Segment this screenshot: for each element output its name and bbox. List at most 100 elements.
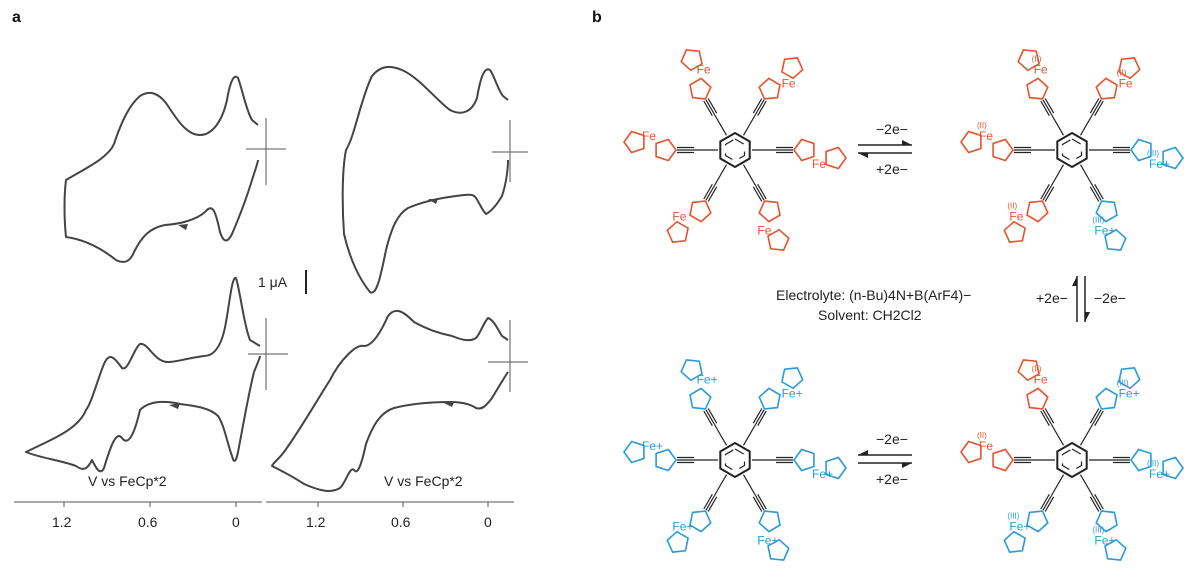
cp-ring — [1026, 77, 1049, 100]
cv-bottom-right: V vs FeCp*2 — [271, 309, 528, 492]
arrowhead — [858, 153, 868, 158]
alkyne-arm — [1089, 456, 1130, 464]
fe-label: Fe+ — [642, 439, 663, 453]
arrow-label-upper: −2e− — [876, 121, 908, 137]
oxidation-state-label: (III) — [1007, 512, 1019, 521]
cp-ring — [1117, 367, 1141, 390]
alkyne-arm — [1040, 98, 1065, 136]
cp-ring — [1162, 146, 1184, 170]
benzene-ring — [1056, 131, 1088, 169]
tick-label: 1.2 — [52, 514, 72, 530]
scale-bar-label: 1 μA — [258, 274, 288, 290]
cv-bottom-left: V vs FeCp*2 — [25, 276, 288, 489]
cp-ring — [1017, 359, 1040, 382]
alkyne-arm — [1014, 456, 1055, 464]
cp-ring — [680, 49, 703, 72]
oxidation-state-label: (II) — [1032, 364, 1042, 373]
cv-trace — [271, 309, 509, 492]
cp-ring — [680, 359, 703, 382]
tick-label: 0.6 — [138, 514, 158, 530]
oxidation-state-label: (III) — [1092, 526, 1104, 535]
x-axis-left: 1.2 0.6 0 — [14, 501, 262, 530]
cp-ring — [1162, 456, 1184, 480]
cp-ring — [1095, 387, 1118, 410]
ferrocene-unit: Fe+(III) — [1092, 510, 1127, 561]
arrowhead — [902, 463, 912, 468]
ferrocene-unit: Fe — [680, 49, 712, 100]
ferrocene-unit: Fe+ — [757, 510, 790, 561]
cp-ring — [825, 146, 847, 170]
cp-ring — [1130, 448, 1152, 472]
alkyne-arm — [1014, 146, 1055, 154]
fe-label: Fe+ — [1149, 157, 1170, 171]
fe-label: Fe+ — [697, 372, 718, 386]
arrow-label-right: −2e− — [1094, 290, 1126, 306]
fe-label: Fe — [757, 224, 771, 238]
ferrocene-unit: Fe+ — [623, 439, 677, 472]
benzene-ring — [719, 441, 751, 479]
ferrocene-unit: Fe+ — [680, 359, 718, 410]
alkyne-arm — [703, 164, 728, 202]
equilibrium-top: −2e− +2e− — [858, 121, 912, 177]
ferrocene-unit: Fe+(III) — [1092, 200, 1127, 251]
ferrocene-unit: Fe — [623, 129, 677, 162]
ferrocene-unit: Fe(II) — [1095, 57, 1141, 100]
fe-label: Fe — [782, 76, 796, 90]
alkyne-arm — [1089, 146, 1130, 154]
benzene-ring — [719, 131, 751, 169]
arrowhead — [1072, 276, 1077, 286]
ferrocene-unit: Fe+(III) — [1130, 138, 1184, 171]
ferrocene-unit: Fe+(III) — [1003, 510, 1049, 553]
x-axis-right: 1.2 0.6 0 — [266, 501, 514, 530]
ferrocene-unit: Fe(II) — [1017, 359, 1049, 410]
fe-label: Fe+ — [812, 467, 833, 481]
cp-ring — [666, 530, 690, 553]
cp-ring — [1117, 57, 1141, 80]
cp-ring — [992, 138, 1014, 162]
cv-top-right — [341, 65, 528, 294]
oxidation-state-label: (II) — [977, 431, 987, 440]
cp-ring — [992, 448, 1014, 472]
panel-a-label: a — [12, 9, 21, 26]
cp-ring — [767, 228, 790, 251]
cp-ring — [960, 130, 982, 154]
benzene-inner — [1061, 138, 1083, 162]
molecule-top-right: Fe(II)Fe(II)Fe+(III)Fe+(III)Fe(II)Fe(II) — [960, 49, 1184, 251]
cp-ring — [1104, 538, 1127, 561]
cv-trace — [25, 276, 261, 473]
alkyne-arm — [1079, 98, 1104, 136]
alkyne-arm — [1079, 474, 1104, 512]
ferrocene-unit: Fe(II) — [960, 431, 1014, 472]
oxidation-state-label: (II) — [977, 121, 987, 130]
molecule-bottom-right: Fe(II)Fe+(III)Fe+(III)Fe+(III)Fe+(III)Fe… — [960, 359, 1184, 561]
cp-ring — [623, 440, 645, 464]
fe-label: Fe — [979, 129, 993, 143]
cp-ring — [655, 138, 677, 162]
cp-ring — [758, 200, 781, 223]
cp-ring — [1095, 77, 1118, 100]
cp-ring — [793, 138, 815, 162]
oxidation-state-label: (II) — [1117, 68, 1127, 77]
cp-ring — [780, 367, 804, 390]
cp-ring — [758, 510, 781, 533]
cv-arrow — [428, 199, 438, 204]
benzene-inner — [1061, 448, 1083, 472]
molecule-bottom-left: Fe+ Fe+ Fe+ Fe+ Fe+ Fe+ — [623, 359, 847, 561]
fe-label: Fe+ — [1009, 520, 1030, 534]
oxidation-state-label: (III) — [1092, 216, 1104, 225]
alkyne-arm — [677, 456, 718, 464]
tick-label: 0 — [484, 514, 492, 530]
fe-label: Fe — [979, 439, 993, 453]
arrowhead — [858, 450, 868, 455]
cp-ring — [655, 448, 677, 472]
cp-ring — [689, 387, 712, 410]
ferrocene-unit: Fe(II) — [1017, 49, 1049, 100]
alkyne-arm — [1079, 164, 1104, 202]
molecule-top-left: Fe Fe Fe Fe Fe Fe — [623, 49, 847, 251]
arrow-label-left: +2e− — [1036, 290, 1068, 306]
cp-ring — [1026, 510, 1049, 533]
molecules: FeFeFeFeFeFeFe(II)Fe(II)Fe+(III)Fe+(III)… — [623, 49, 1184, 561]
fe-label: Fe — [672, 210, 686, 224]
alkyne-arm — [752, 146, 793, 154]
ferrocene-unit: Fe — [666, 200, 712, 243]
